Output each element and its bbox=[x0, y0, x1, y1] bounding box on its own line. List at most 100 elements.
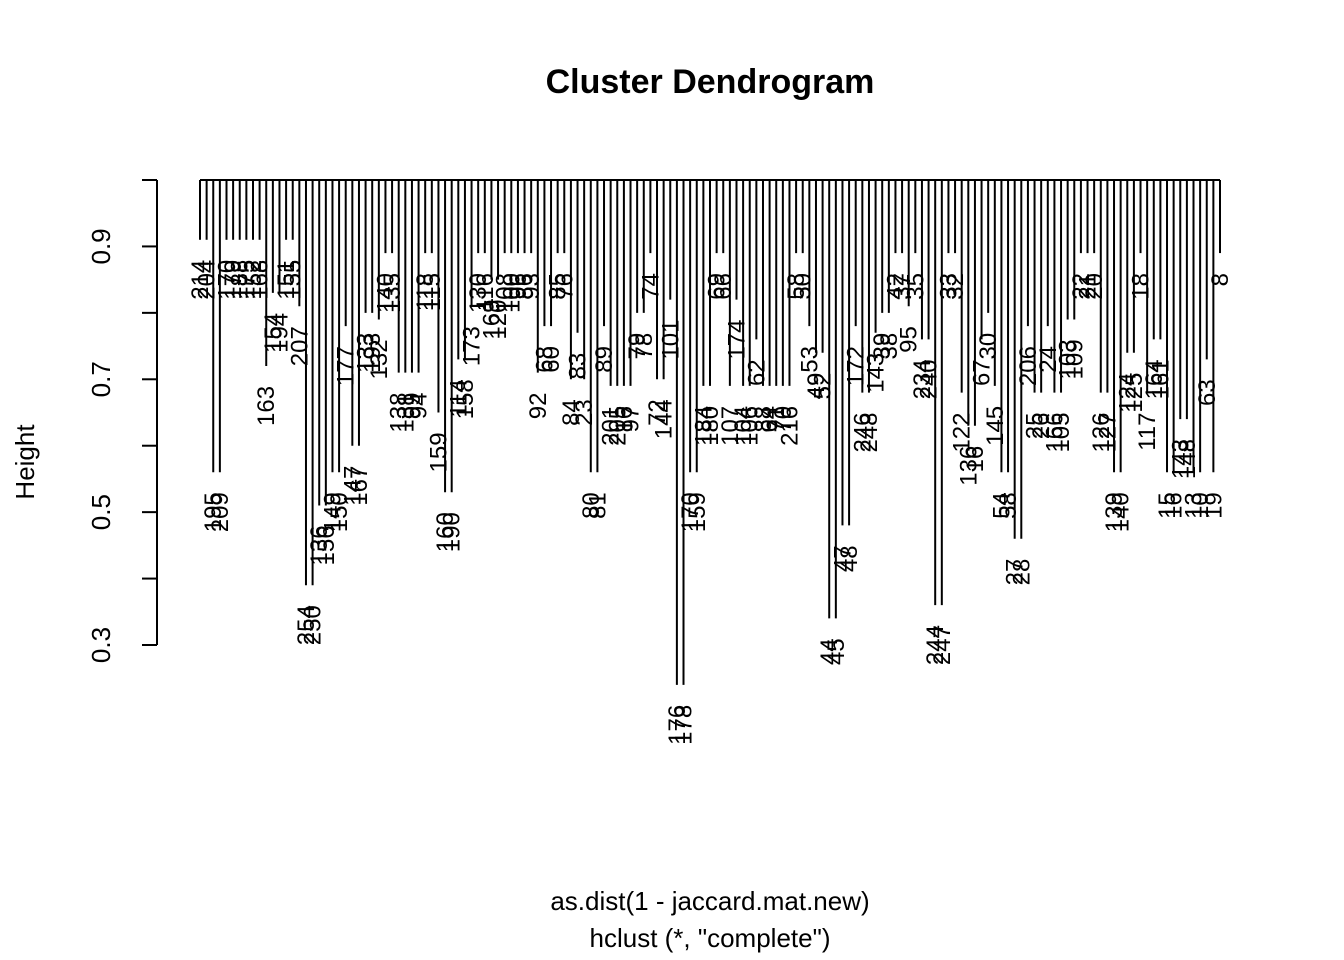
leaf-label: 23 bbox=[571, 399, 598, 426]
leaf-label: 190 bbox=[439, 512, 466, 552]
leaf-label: 88 bbox=[750, 406, 777, 433]
leaf-label: 85 bbox=[545, 273, 572, 300]
leaf-label: 138 bbox=[386, 393, 413, 433]
leaf-label: 120 bbox=[485, 300, 512, 340]
leaf-label: 66 bbox=[710, 273, 737, 300]
leaf-label: 163 bbox=[253, 386, 280, 426]
leaf-label: 188 bbox=[227, 260, 254, 300]
leaf-label: 158 bbox=[452, 379, 479, 419]
leaf-label: 156 bbox=[313, 525, 340, 565]
leaf-label: 58 bbox=[783, 273, 810, 300]
leaf-label: 81 bbox=[584, 492, 611, 519]
leaf-label: 116 bbox=[472, 273, 499, 311]
leaf-label: 166 bbox=[1041, 413, 1068, 453]
leaf-label: 250 bbox=[300, 605, 327, 645]
leaf-label: 32 bbox=[942, 273, 969, 300]
leaf-label: 106 bbox=[737, 406, 764, 446]
leaf-label: 155 bbox=[280, 260, 307, 300]
leaf-label: 83 bbox=[565, 353, 592, 380]
leaf-label: 140 bbox=[372, 273, 399, 313]
leaf-label: 80 bbox=[578, 492, 605, 519]
leaf-label: 45 bbox=[823, 638, 850, 665]
leaf-label: 147 bbox=[339, 466, 366, 506]
leaf-label: 184 bbox=[690, 406, 717, 446]
leaf-label: 168 bbox=[247, 260, 274, 300]
leaf-label: 21 bbox=[1075, 273, 1102, 300]
leaf-label: 161 bbox=[1147, 359, 1174, 399]
leaf-label: 84 bbox=[558, 399, 585, 426]
leaf-label: 205 bbox=[604, 406, 631, 446]
leaf-label: 97 bbox=[618, 406, 645, 433]
leaf-label: 122 bbox=[949, 413, 976, 453]
leaf-label: 131 bbox=[392, 393, 419, 433]
leaf-label: 22 bbox=[1068, 273, 1095, 300]
leaf-label: 72 bbox=[644, 399, 671, 426]
leaf-label: 160 bbox=[432, 512, 459, 552]
leaf-label: 209 bbox=[207, 492, 234, 532]
leaf-label: 109 bbox=[1061, 339, 1088, 379]
leaf-label: 33 bbox=[935, 273, 962, 300]
leaf-label: 64 bbox=[757, 406, 784, 433]
leaf-label: 18 bbox=[1128, 273, 1155, 300]
leaf-label: 159 bbox=[425, 432, 452, 472]
leaf-label: 136 bbox=[306, 525, 333, 565]
leaf-label: 95 bbox=[896, 326, 923, 353]
leaf-label: 25 bbox=[1022, 413, 1049, 440]
leaf-label: 126 bbox=[1088, 413, 1115, 453]
leaf-label: 170 bbox=[677, 492, 704, 532]
leaf-label: 108 bbox=[492, 273, 519, 313]
leaf-label: 27 bbox=[1002, 559, 1029, 586]
leaf-label: 105 bbox=[1048, 413, 1075, 453]
leaf-label: 37 bbox=[889, 273, 916, 300]
leaf-label: 94 bbox=[406, 393, 433, 420]
leaf-label: 173 bbox=[459, 326, 486, 366]
leaf-label: 19 bbox=[1200, 492, 1227, 519]
leaf-label: 174 bbox=[723, 320, 750, 360]
leaf-label: 180 bbox=[697, 406, 724, 446]
leaf-label: 159 bbox=[684, 492, 711, 532]
leaf-label: 136 bbox=[955, 446, 982, 486]
leaf-label: 26 bbox=[1028, 413, 1055, 440]
leaf-label: 127 bbox=[1094, 413, 1121, 453]
leaf-label: 52 bbox=[810, 373, 837, 400]
leaf-label: 246 bbox=[849, 413, 876, 453]
leaf-label: 44 bbox=[816, 638, 843, 665]
leaf-label: 93 bbox=[518, 273, 545, 300]
leaf-label: 145 bbox=[982, 406, 1009, 446]
y-tick-label: 0.7 bbox=[86, 361, 116, 397]
leaf-label: 58 bbox=[995, 492, 1022, 519]
leaf-label: 195 bbox=[200, 492, 227, 532]
leaf-label: 16 bbox=[611, 406, 638, 433]
leaf-label: 15 bbox=[1154, 492, 1181, 519]
leaf-label: 176 bbox=[664, 705, 691, 745]
leaf-label: 86 bbox=[512, 273, 539, 300]
leaf-label: 148 bbox=[1174, 439, 1201, 479]
leaf-label: 96 bbox=[505, 273, 532, 300]
leaf-label: 150 bbox=[326, 492, 353, 532]
y-tick-label: 0.9 bbox=[86, 228, 116, 264]
leaf-label: 48 bbox=[836, 545, 863, 572]
leaf-label: 70 bbox=[770, 406, 797, 433]
leaf-label: 24 bbox=[1035, 346, 1062, 373]
leaf-label: 193 bbox=[359, 333, 386, 373]
leaf-label: 30 bbox=[975, 333, 1002, 360]
leaf-label: 130 bbox=[465, 273, 492, 313]
leaf-label: 152 bbox=[240, 260, 267, 300]
leaf-label: 16 bbox=[962, 446, 989, 473]
leaf-label: 172 bbox=[843, 346, 870, 386]
leaf-label: 89 bbox=[591, 346, 618, 373]
chart-title: Cluster Dendrogram bbox=[546, 63, 875, 101]
leaf-label: 49 bbox=[803, 373, 830, 400]
leaf-label: 124 bbox=[1114, 373, 1141, 413]
leaf-label: 179 bbox=[220, 260, 247, 300]
leaf-label: 38 bbox=[876, 333, 903, 360]
leaf-label: 69 bbox=[704, 273, 731, 300]
leaf-label: 132 bbox=[366, 339, 393, 379]
leaf-label: 204 bbox=[194, 260, 221, 300]
leaf-label: 16 bbox=[1161, 492, 1188, 519]
leaf-label: 175 bbox=[233, 260, 260, 300]
leaf-label: 101 bbox=[657, 320, 684, 360]
leaf-label: 114 bbox=[445, 379, 472, 417]
leaf-label: 74 bbox=[637, 273, 664, 300]
